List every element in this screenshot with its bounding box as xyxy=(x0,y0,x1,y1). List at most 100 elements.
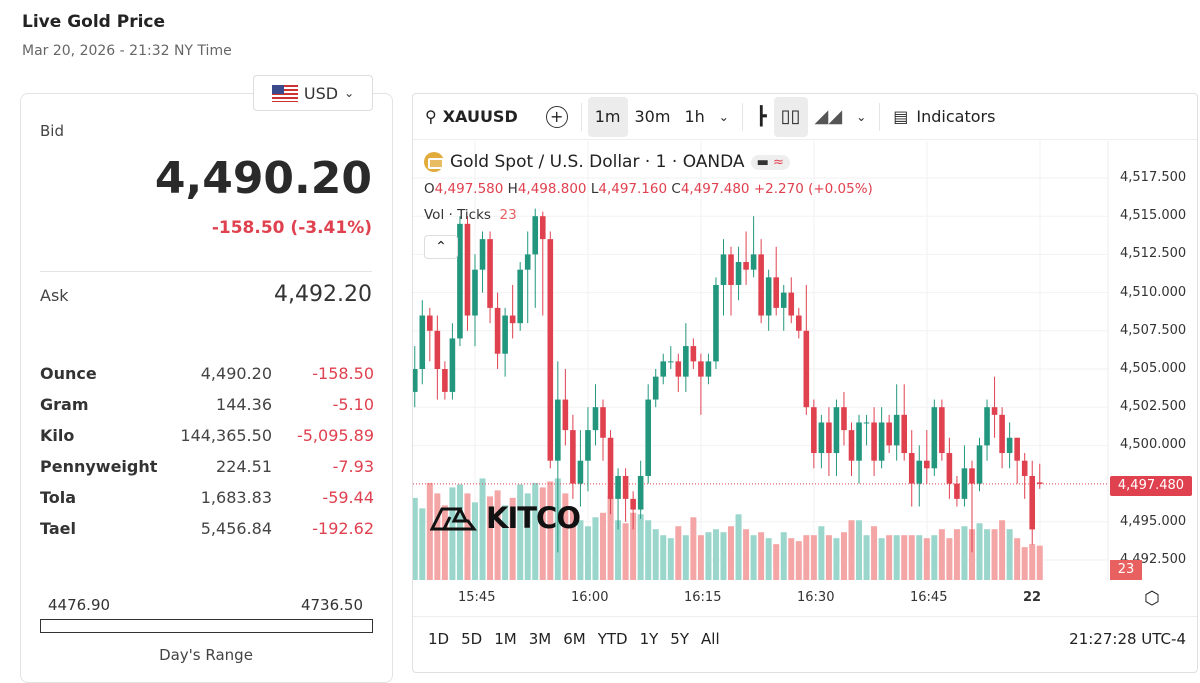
candle-body xyxy=(991,407,998,415)
day-range-low: 4476.90 xyxy=(48,596,111,614)
candle-body xyxy=(660,361,667,377)
range-3m[interactable]: 3M xyxy=(528,630,552,648)
kitco-logo: KITCO xyxy=(430,501,581,535)
y-tick-label: 4,515.000 xyxy=(1120,208,1187,224)
volume-bar xyxy=(547,481,554,580)
volume-bar xyxy=(584,526,591,580)
x-tick-label: 16:30 xyxy=(797,590,835,605)
range-1m[interactable]: 1M xyxy=(494,630,517,648)
candle-body xyxy=(954,483,960,499)
volume-bar xyxy=(840,532,847,580)
volume-bar xyxy=(712,529,719,580)
unit-change: -5,095.89 xyxy=(296,426,374,445)
unit-name: Pennyweight xyxy=(40,457,158,476)
volume-bar xyxy=(1029,544,1036,580)
volume-bar xyxy=(818,526,825,580)
candle-body xyxy=(735,262,742,285)
volume-bar xyxy=(908,535,915,580)
volume-bar xyxy=(494,490,501,580)
candle-body xyxy=(939,407,945,454)
range-1y[interactable]: 1Y xyxy=(639,630,659,648)
bar-chart-button[interactable]: ┣ xyxy=(749,97,774,137)
volume-bar xyxy=(524,493,531,580)
candlestick-chart[interactable] xyxy=(413,141,1197,616)
candle-body xyxy=(863,422,870,424)
symbol-search[interactable]: ⚲ XAUUSD xyxy=(413,97,525,137)
range-all[interactable]: All xyxy=(701,630,720,648)
divider xyxy=(40,271,372,272)
legend-toggle[interactable]: ▬ ≈ xyxy=(750,154,790,170)
range-ytd[interactable]: YTD xyxy=(597,630,628,648)
volume-bar xyxy=(690,517,697,580)
range-5d[interactable]: 5D xyxy=(461,630,483,648)
candle-body xyxy=(562,399,569,431)
bars-icon: ┣ xyxy=(755,106,767,127)
candle-body xyxy=(924,460,930,469)
indicators-button[interactable]: ▤ Indicators xyxy=(886,97,1002,137)
candle-body xyxy=(931,407,938,469)
symbol-label: XAUUSD xyxy=(442,107,518,126)
y-tick-label: 4,507.500 xyxy=(1120,322,1187,338)
compare-button[interactable]: + xyxy=(539,97,575,137)
volume-bar xyxy=(788,538,795,580)
volume-bar xyxy=(946,538,953,580)
interval-dropdown[interactable]: ⌄ xyxy=(712,97,736,137)
search-icon: ⚲ xyxy=(425,107,437,126)
candle-body xyxy=(494,307,501,354)
volume-bar xyxy=(803,535,810,580)
volume-bar xyxy=(984,529,991,580)
candle-body xyxy=(607,437,614,499)
change-value: +2.270 (+0.05%) xyxy=(753,181,873,197)
area-chart-button[interactable]: ◢◢ xyxy=(808,97,850,137)
volume-bar xyxy=(848,520,855,580)
candle-body xyxy=(487,239,493,308)
candle-body xyxy=(750,254,757,270)
chart-settings-button[interactable]: ⬡ xyxy=(1144,588,1160,609)
volume-bar xyxy=(667,538,674,580)
unit-change: -158.50 xyxy=(312,364,374,383)
volume-bar xyxy=(916,535,923,580)
candle-body xyxy=(826,422,832,454)
interval-1m[interactable]: 1m xyxy=(587,96,628,137)
chevron-down-icon: ⌄ xyxy=(344,86,355,100)
y-tick-label: 4,505.000 xyxy=(1120,361,1187,376)
volume-bar xyxy=(652,529,659,580)
currency-select[interactable]: USD ⌄ xyxy=(253,75,373,111)
collapse-legend-button[interactable]: ⌃ xyxy=(424,235,458,259)
ask-price: 4,492.20 xyxy=(274,282,372,307)
chart-type-dropdown[interactable]: ⌄ xyxy=(849,97,873,137)
volume-bar xyxy=(637,514,644,580)
range-5y[interactable]: 5Y xyxy=(670,630,690,648)
bid-price: 4,490.20 xyxy=(154,153,372,204)
volume-bar xyxy=(615,520,622,580)
range-1d[interactable]: 1D xyxy=(428,630,450,648)
range-selector: 1D 5D 1M 3M 6M YTD 1Y 5Y All xyxy=(424,630,724,648)
volume-bar xyxy=(863,535,870,580)
interval-1h[interactable]: 1h xyxy=(684,107,705,126)
range-6m[interactable]: 6M xyxy=(563,630,586,648)
candle-body xyxy=(765,277,772,316)
unit-row: Ounce 4,490.20 -158.50 xyxy=(40,364,374,386)
day-range-label: Day's Range xyxy=(159,646,253,664)
candles-chart-button[interactable]: ▯▯ xyxy=(773,96,808,137)
candle-body xyxy=(502,315,508,354)
volume-bar xyxy=(607,496,614,580)
volume-bar xyxy=(1014,538,1021,580)
volume-bar xyxy=(660,535,667,580)
candle-body xyxy=(999,414,1005,454)
candle-body xyxy=(517,269,523,324)
interval-30m[interactable]: 30m xyxy=(634,107,671,126)
candle-body xyxy=(615,475,621,499)
y-tick-label: 4,512.500 xyxy=(1120,246,1187,262)
unit-row: Gram 144.36 -5.10 xyxy=(40,395,374,417)
unit-change: -5.10 xyxy=(332,395,374,414)
unit-price: 224.51 xyxy=(216,457,272,476)
unit-change: -192.62 xyxy=(312,519,374,538)
candle-body xyxy=(720,254,727,285)
volume-bar xyxy=(728,526,735,580)
candle-body xyxy=(555,399,561,461)
chart-toolbar: ⚲ XAUUSD + 1m 30m 1h ⌄ ┣ ▯▯ ◢◢ ⌄ ▤ Indicat… xyxy=(413,94,1197,140)
volume-bar xyxy=(871,526,878,580)
volume-bar xyxy=(682,535,689,580)
volume-bar xyxy=(743,529,750,580)
